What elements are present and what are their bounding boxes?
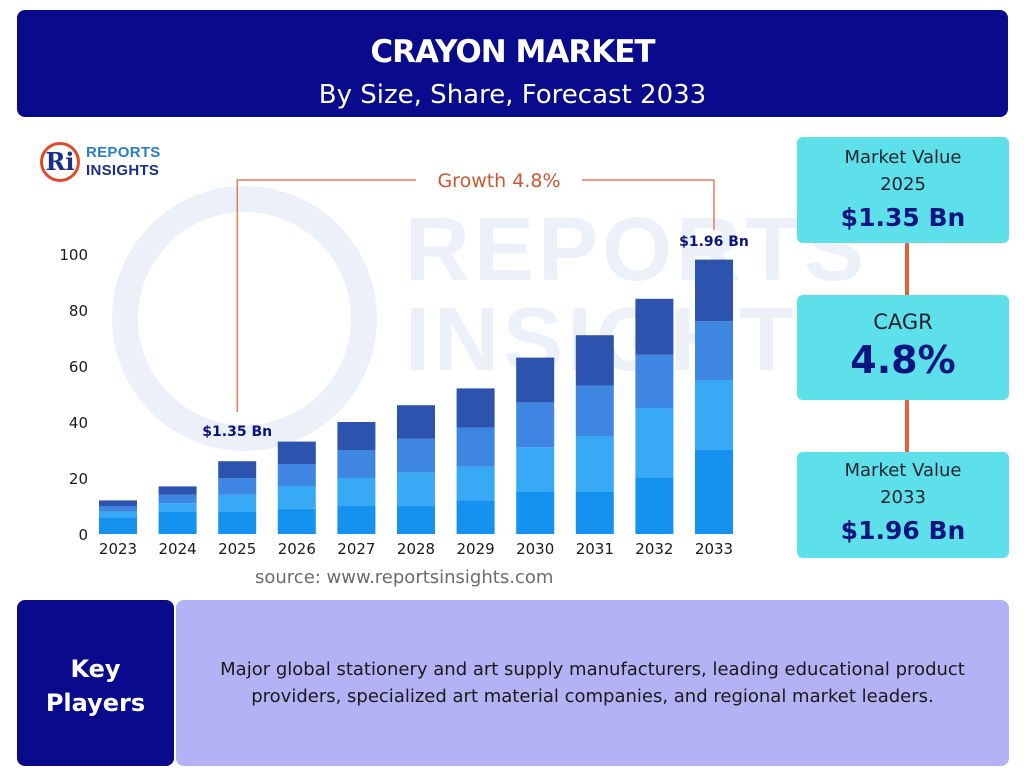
- bar-segment-2033-s1: [695, 450, 733, 534]
- y-tick-label: 60: [69, 358, 88, 376]
- watermark-line1: REPORTS: [405, 200, 869, 300]
- y-tick-label: 0: [78, 526, 88, 544]
- bar-segment-2025-s3: [218, 478, 257, 495]
- bar-segment-2026-s3: [277, 464, 316, 487]
- bar-segment-2033-s3: [695, 321, 733, 380]
- x-tick-label: 2025: [218, 540, 256, 558]
- market-value-2025-label-line1: Market Value: [844, 147, 962, 168]
- bar-segment-2028-s4: [397, 405, 435, 439]
- logo-line1: REPORTS: [86, 144, 161, 161]
- bar-segment-2031-s1: [575, 492, 614, 534]
- x-tick-label: 2032: [635, 540, 673, 558]
- bar-segment-2029-s2: [456, 466, 495, 501]
- bar-segment-2030-s2: [516, 447, 555, 492]
- bar-segment-2027-s2: [337, 478, 376, 506]
- stat-connector-top: [905, 243, 909, 295]
- x-tick-label: 2026: [278, 540, 316, 558]
- bar-segment-2027-s3: [337, 450, 376, 478]
- x-tick-label: 2023: [99, 540, 137, 558]
- value-annotation-2033: $1.96 Bn: [679, 234, 749, 250]
- bar-segment-2028-s3: [397, 438, 435, 473]
- market-value-2025-box: Market Value 2025 $1.35 Bn: [797, 137, 1009, 243]
- bar-segment-2023-s2: [99, 511, 137, 518]
- market-value-2033-box: Market Value 2033 $1.96 Bn: [797, 452, 1009, 558]
- bar-segment-2028-s1: [397, 506, 435, 534]
- bar-segment-2029-s3: [456, 427, 495, 467]
- bar-segment-2032-s2: [635, 408, 674, 478]
- page-title: CRAYON MARKET: [370, 34, 655, 70]
- bar-segment-2025-s2: [218, 494, 257, 512]
- bar-segment-2031-s4: [575, 335, 614, 386]
- y-tick-label: 40: [69, 414, 88, 432]
- market-value-2025-label: Market Value 2025: [797, 137, 1009, 198]
- bar-segment-2028-s2: [397, 472, 435, 506]
- key-players-label: Key Players: [45, 655, 146, 717]
- bar-segment-2023-s4: [99, 500, 137, 506]
- bar-segment-2030-s3: [516, 402, 555, 448]
- growth-bracket-right: [582, 179, 715, 230]
- value-annotation-2025: $1.35 Bn: [202, 424, 272, 440]
- key-players-description: Major global stationery and art supply m…: [220, 659, 965, 707]
- watermark-line2: INSIGHTS: [405, 290, 863, 390]
- x-tick-label: 2029: [457, 540, 495, 558]
- logo-line2: INSIGHTS: [86, 162, 160, 179]
- bar-segment-2029-s4: [456, 388, 495, 428]
- x-tick-label: 2027: [337, 540, 375, 558]
- source-text: source: www.reportsinsights.com: [255, 567, 554, 588]
- growth-label: Growth 4.8%: [437, 170, 560, 192]
- bar-segment-2031-s2: [575, 436, 614, 492]
- bar-segment-2023-s3: [99, 506, 137, 512]
- x-tick-label: 2030: [516, 540, 554, 558]
- bar-segment-2025-s1: [218, 511, 257, 534]
- growth-bracket-left: [236, 179, 416, 412]
- reports-insights-logo: Ri REPORTS INSIGHTS: [40, 140, 180, 185]
- bar-segment-2032-s3: [635, 354, 674, 408]
- watermark-text: REPORTS INSIGHTS: [405, 205, 868, 385]
- cagr-label: CAGR: [873, 310, 933, 334]
- bar-segment-2027-s1: [337, 506, 376, 534]
- bar-segment-2033-s2: [695, 380, 733, 450]
- market-value-2025-value: $1.35 Bn: [840, 203, 966, 232]
- x-tick-label: 2028: [397, 540, 435, 558]
- bar-segment-2033-s4: [695, 259, 733, 322]
- cagr-box: CAGR 4.8%: [797, 295, 1009, 400]
- stat-connector-bottom: [905, 400, 909, 452]
- page-subtitle: By Size, Share, Forecast 2033: [318, 80, 707, 110]
- market-value-2033-label-line2: 2033: [880, 487, 926, 508]
- y-tick-label: 80: [69, 302, 88, 320]
- bar-segment-2026-s4: [277, 441, 316, 464]
- bar-segment-2023-s1: [99, 517, 137, 534]
- bar-segment-2025-s4: [218, 461, 257, 478]
- bar-segment-2024-s2: [158, 503, 197, 512]
- bar-segment-2026-s2: [277, 486, 316, 509]
- market-value-2033-value: $1.96 Bn: [840, 516, 966, 545]
- key-players-description-panel: Major global stationery and art supply m…: [176, 600, 1009, 766]
- bar-segment-2026-s1: [277, 508, 316, 534]
- market-value-2033-label: Market Value 2033: [797, 452, 1009, 511]
- bar-segment-2031-s3: [575, 385, 614, 436]
- x-tick-label: 2033: [695, 540, 733, 558]
- bar-segment-2027-s4: [337, 422, 376, 450]
- y-tick-label: 20: [69, 470, 88, 488]
- bar-segment-2024-s4: [158, 486, 197, 495]
- bar-segment-2029-s1: [456, 500, 495, 534]
- bar-segment-2032-s1: [635, 478, 674, 534]
- bar-segment-2030-s4: [516, 357, 555, 403]
- x-tick-label: 2024: [159, 540, 197, 558]
- market-value-2025-label-line2: 2025: [880, 174, 926, 195]
- key-players-label-panel: Key Players: [17, 600, 174, 766]
- bar-segment-2024-s3: [158, 494, 197, 504]
- bar-segment-2030-s1: [516, 492, 555, 534]
- logo-mark-icon: Ri: [40, 142, 80, 182]
- y-tick-label: 100: [59, 246, 88, 264]
- market-size-chart: 0 20 40 60 80 100 2023 2024 2025 2026 2027 2028 2029…: [59, 170, 749, 558]
- header-banner: CRAYON MARKET By Size, Share, Forecast 2…: [17, 10, 1008, 117]
- cagr-value: 4.8%: [850, 338, 956, 382]
- x-tick-label: 2031: [576, 540, 614, 558]
- bar-segment-2024-s1: [158, 511, 197, 534]
- bar-segment-2032-s4: [635, 298, 674, 355]
- market-value-2033-label-line1: Market Value: [844, 460, 962, 481]
